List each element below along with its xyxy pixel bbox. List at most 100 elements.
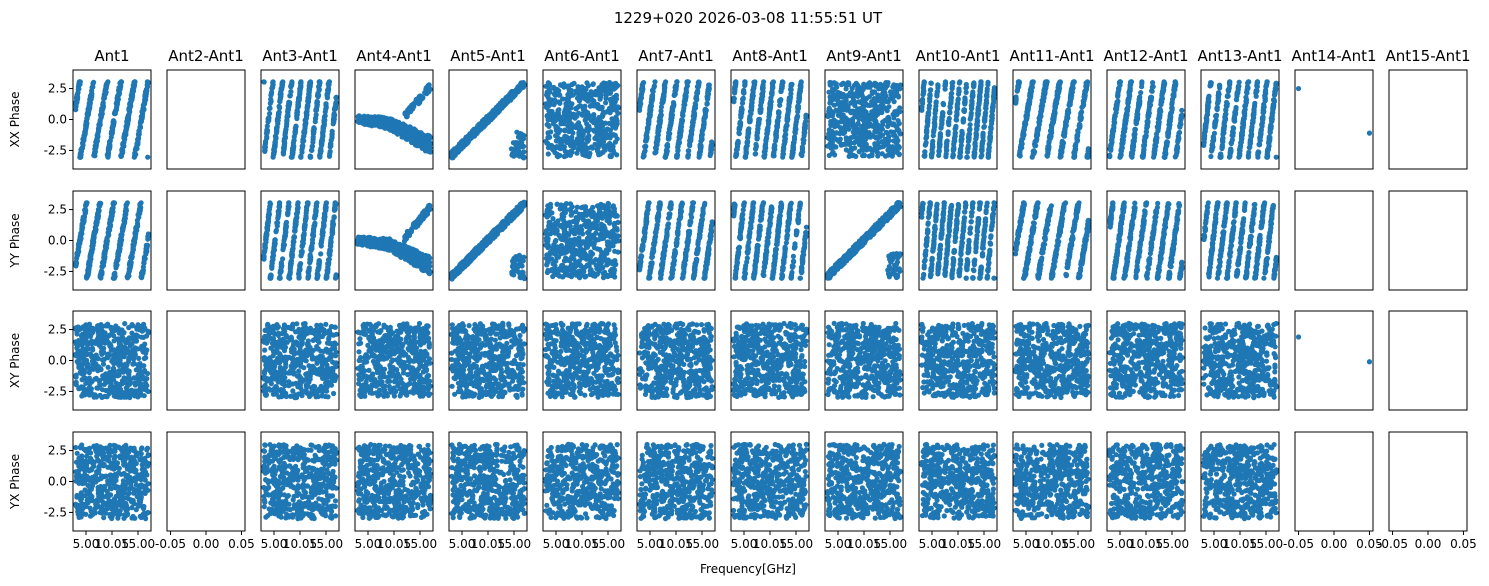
data-point — [329, 504, 334, 509]
data-point — [262, 442, 267, 447]
data-point — [309, 486, 314, 491]
data-point — [304, 113, 309, 118]
data-point — [276, 394, 281, 399]
data-point — [105, 155, 110, 160]
data-point — [327, 250, 332, 255]
data-point — [315, 486, 320, 491]
data-point — [293, 218, 298, 223]
data-point — [326, 457, 331, 462]
data-point — [103, 89, 108, 94]
data-point — [290, 325, 295, 330]
data-point — [93, 149, 98, 154]
data-point — [334, 272, 339, 277]
data-point — [101, 255, 106, 260]
data-point — [77, 79, 82, 84]
data-point — [124, 508, 129, 513]
data-point — [285, 212, 290, 217]
data-point — [393, 251, 398, 256]
data-point — [294, 116, 299, 121]
y-tick-label: -2.5 — [44, 505, 67, 519]
data-point — [325, 95, 330, 100]
data-point — [317, 448, 322, 453]
data-point — [322, 118, 327, 123]
data-point — [115, 460, 120, 465]
data-point — [85, 352, 90, 357]
data-point — [303, 504, 308, 509]
data-point — [315, 103, 320, 108]
data-point — [140, 109, 145, 114]
data-point — [317, 260, 322, 265]
data-point — [111, 123, 116, 128]
data-point — [305, 328, 310, 333]
data-point — [310, 356, 315, 361]
data-point — [86, 475, 91, 480]
data-point — [283, 345, 288, 350]
data-point — [122, 137, 127, 142]
data-point — [298, 445, 303, 450]
data-point — [79, 367, 84, 372]
data-point — [135, 503, 140, 508]
data-point — [88, 254, 93, 259]
data-point — [333, 325, 338, 330]
data-point — [267, 200, 272, 205]
data-point — [296, 200, 301, 205]
data-point — [302, 321, 307, 326]
panel-3-3 — [261, 311, 339, 410]
data-point — [133, 382, 138, 387]
data-point — [333, 513, 338, 518]
data-point — [101, 263, 106, 268]
data-point — [266, 457, 271, 462]
data-point — [297, 456, 302, 461]
data-point — [139, 271, 144, 276]
data-point — [79, 502, 84, 507]
data-point — [295, 342, 300, 347]
data-point — [324, 377, 329, 382]
data-point — [75, 343, 80, 348]
data-point — [135, 391, 140, 396]
data-point — [122, 471, 127, 476]
data-point — [334, 458, 339, 463]
data-point — [288, 262, 293, 267]
data-point — [419, 97, 424, 102]
data-point — [301, 237, 306, 242]
data-point — [305, 466, 310, 471]
data-point — [326, 335, 331, 340]
data-point — [322, 370, 327, 375]
data-point — [310, 458, 315, 463]
data-point — [76, 243, 81, 248]
data-point — [289, 369, 294, 374]
data-point — [285, 114, 290, 119]
data-point — [110, 328, 115, 333]
data-point — [315, 389, 320, 394]
data-point — [78, 233, 83, 238]
data-point — [322, 123, 327, 128]
data-point — [119, 345, 124, 350]
data-point — [119, 234, 124, 239]
data-point — [105, 380, 110, 385]
data-point — [362, 122, 367, 127]
data-point — [328, 494, 333, 499]
data-point — [280, 470, 285, 475]
data-point — [113, 323, 118, 328]
data-point — [333, 498, 338, 503]
data-point — [117, 489, 122, 494]
data-point — [81, 385, 86, 390]
y-tick-label: 0.0 — [48, 113, 67, 127]
data-point — [320, 233, 325, 238]
data-point — [310, 237, 315, 242]
data-point — [419, 131, 424, 136]
data-point — [358, 116, 363, 121]
data-point — [320, 138, 325, 143]
data-point — [331, 113, 336, 118]
data-point — [296, 98, 301, 103]
data-point — [126, 491, 131, 496]
data-point — [325, 330, 330, 335]
data-point — [329, 138, 334, 143]
data-point — [105, 339, 110, 344]
data-point — [262, 449, 267, 454]
data-point — [283, 446, 288, 451]
data-point — [79, 459, 84, 464]
data-point — [126, 270, 131, 275]
data-point — [264, 341, 269, 346]
data-point — [270, 362, 275, 367]
